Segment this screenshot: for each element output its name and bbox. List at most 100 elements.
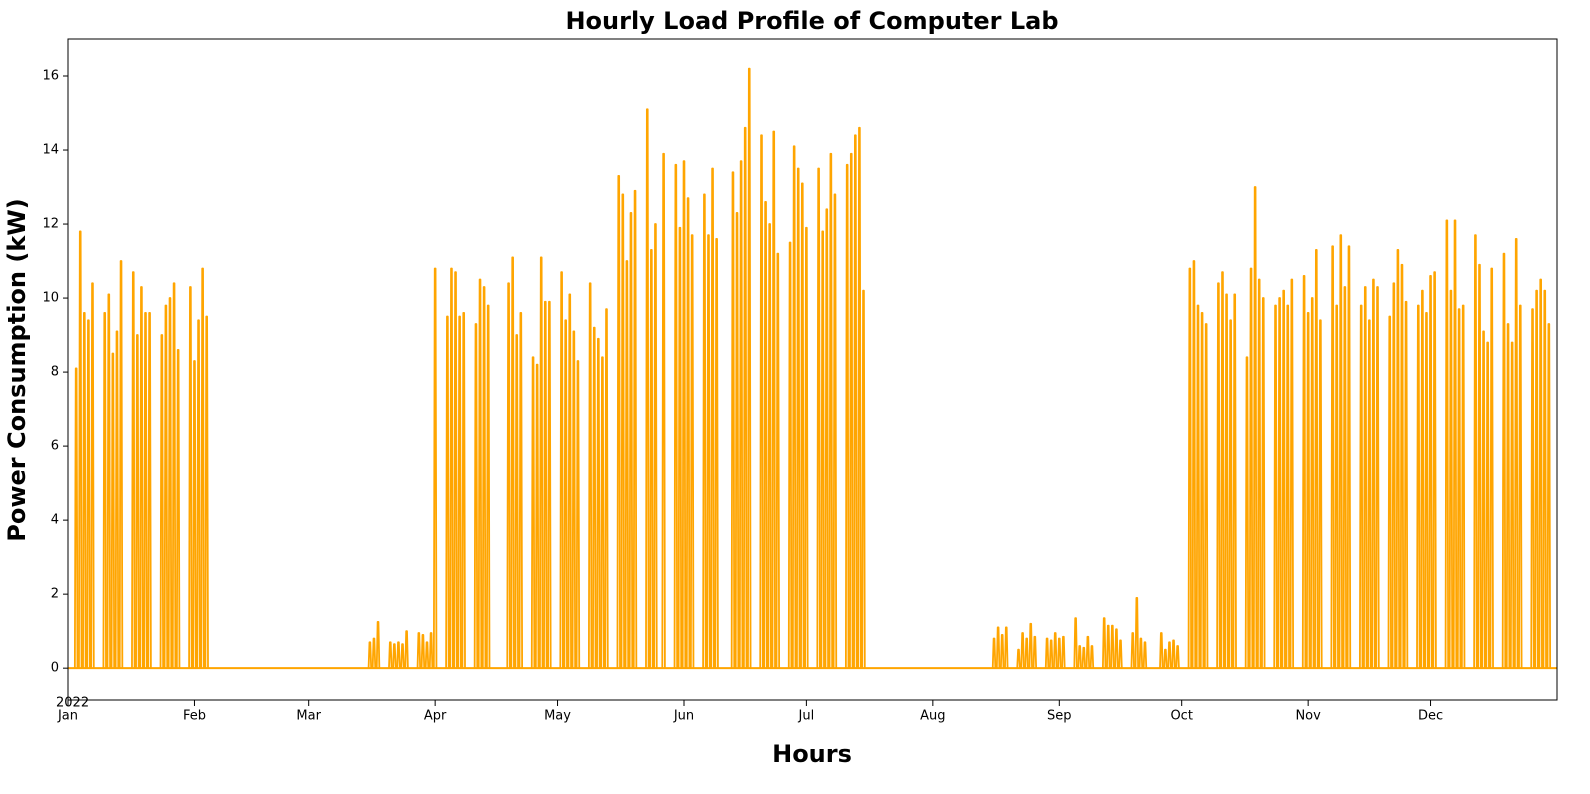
- spike: [620, 193, 626, 669]
- spike: [485, 304, 491, 669]
- spike: [445, 315, 450, 669]
- spike: [159, 334, 165, 669]
- spike: [1134, 596, 1140, 669]
- spike: [110, 352, 116, 669]
- spike: [747, 67, 752, 669]
- spike: [1334, 304, 1339, 669]
- spike: [1089, 645, 1095, 669]
- y-tick-label: 10: [42, 291, 59, 306]
- spike: [449, 267, 454, 669]
- spike: [653, 223, 658, 669]
- spike: [796, 167, 801, 669]
- spike: [775, 252, 781, 669]
- spike: [1518, 304, 1523, 669]
- spike: [371, 637, 377, 669]
- spike: [139, 286, 144, 669]
- spike: [1289, 278, 1295, 669]
- spike: [1044, 637, 1050, 669]
- spike: [539, 256, 544, 669]
- spike: [416, 632, 422, 669]
- spike: [135, 334, 140, 669]
- spike: [1358, 304, 1364, 669]
- spike: [1456, 308, 1462, 669]
- spike: [1481, 330, 1486, 669]
- spike: [143, 311, 148, 669]
- spike: [457, 315, 462, 669]
- spike: [1167, 641, 1172, 669]
- x-tick-label: Nov: [1295, 709, 1321, 724]
- y-tick-label: 0: [51, 661, 59, 676]
- spike: [102, 311, 107, 669]
- spike: [1032, 635, 1038, 669]
- spike: [424, 641, 430, 669]
- spike: [1138, 637, 1144, 669]
- spike: [1305, 311, 1311, 669]
- spike: [1281, 289, 1286, 669]
- spike: [587, 282, 593, 669]
- x-tick-label: Sep: [1047, 709, 1072, 724]
- y-tick-label: 6: [51, 439, 59, 454]
- spike: [1428, 274, 1433, 669]
- spike: [514, 334, 519, 669]
- spike: [530, 356, 536, 669]
- spike: [816, 167, 821, 669]
- spike: [1460, 304, 1466, 669]
- spike: [1473, 234, 1478, 669]
- spike: [1538, 278, 1543, 669]
- spike: [1505, 323, 1511, 669]
- spike: [163, 304, 169, 669]
- spike: [1159, 632, 1164, 669]
- spike: [1118, 639, 1123, 669]
- spike: [853, 134, 858, 669]
- spike: [563, 319, 568, 669]
- spike: [420, 633, 426, 669]
- spike: [999, 633, 1005, 669]
- spike: [175, 348, 181, 669]
- spike: [1367, 319, 1372, 669]
- spike: [1534, 289, 1539, 669]
- spike: [567, 293, 572, 669]
- y-tick-label: 16: [42, 69, 59, 84]
- spike: [649, 249, 654, 669]
- chart-title: Hourly Load Profile of Computer Lab: [565, 7, 1058, 35]
- spike: [1130, 632, 1135, 669]
- spike: [1375, 286, 1380, 669]
- spike: [200, 267, 205, 669]
- spike: [167, 297, 173, 669]
- spike: [759, 134, 764, 669]
- spike: [1314, 249, 1319, 669]
- spike: [616, 175, 621, 669]
- spike: [428, 632, 434, 669]
- spike: [1501, 252, 1507, 669]
- spike: [1542, 289, 1547, 669]
- spike: [832, 193, 838, 669]
- spike: [742, 126, 748, 669]
- spike: [673, 163, 679, 669]
- spike: [1338, 234, 1343, 669]
- spike: [82, 311, 87, 669]
- spike: [1048, 639, 1054, 669]
- spike: [1444, 219, 1450, 669]
- spike: [192, 360, 197, 669]
- spike: [1195, 304, 1201, 669]
- spike: [1432, 271, 1437, 669]
- y-tick-label: 12: [42, 217, 59, 232]
- plot-frame: [67, 38, 1558, 701]
- spike: [689, 234, 695, 669]
- spike: [1261, 297, 1266, 669]
- spike: [543, 300, 548, 669]
- spike: [592, 326, 597, 669]
- spike: [714, 237, 719, 669]
- spike: [844, 163, 850, 669]
- x-tick-label: Jul: [798, 709, 815, 724]
- spike: [1244, 356, 1250, 669]
- spike: [1101, 617, 1107, 669]
- spike: [1220, 271, 1225, 669]
- spike: [791, 145, 797, 669]
- spike: [1273, 304, 1278, 669]
- spike: [1346, 245, 1352, 669]
- spike: [510, 256, 515, 669]
- spike: [849, 152, 854, 669]
- spike: [1024, 637, 1029, 669]
- y-tick-label: 4: [51, 513, 59, 528]
